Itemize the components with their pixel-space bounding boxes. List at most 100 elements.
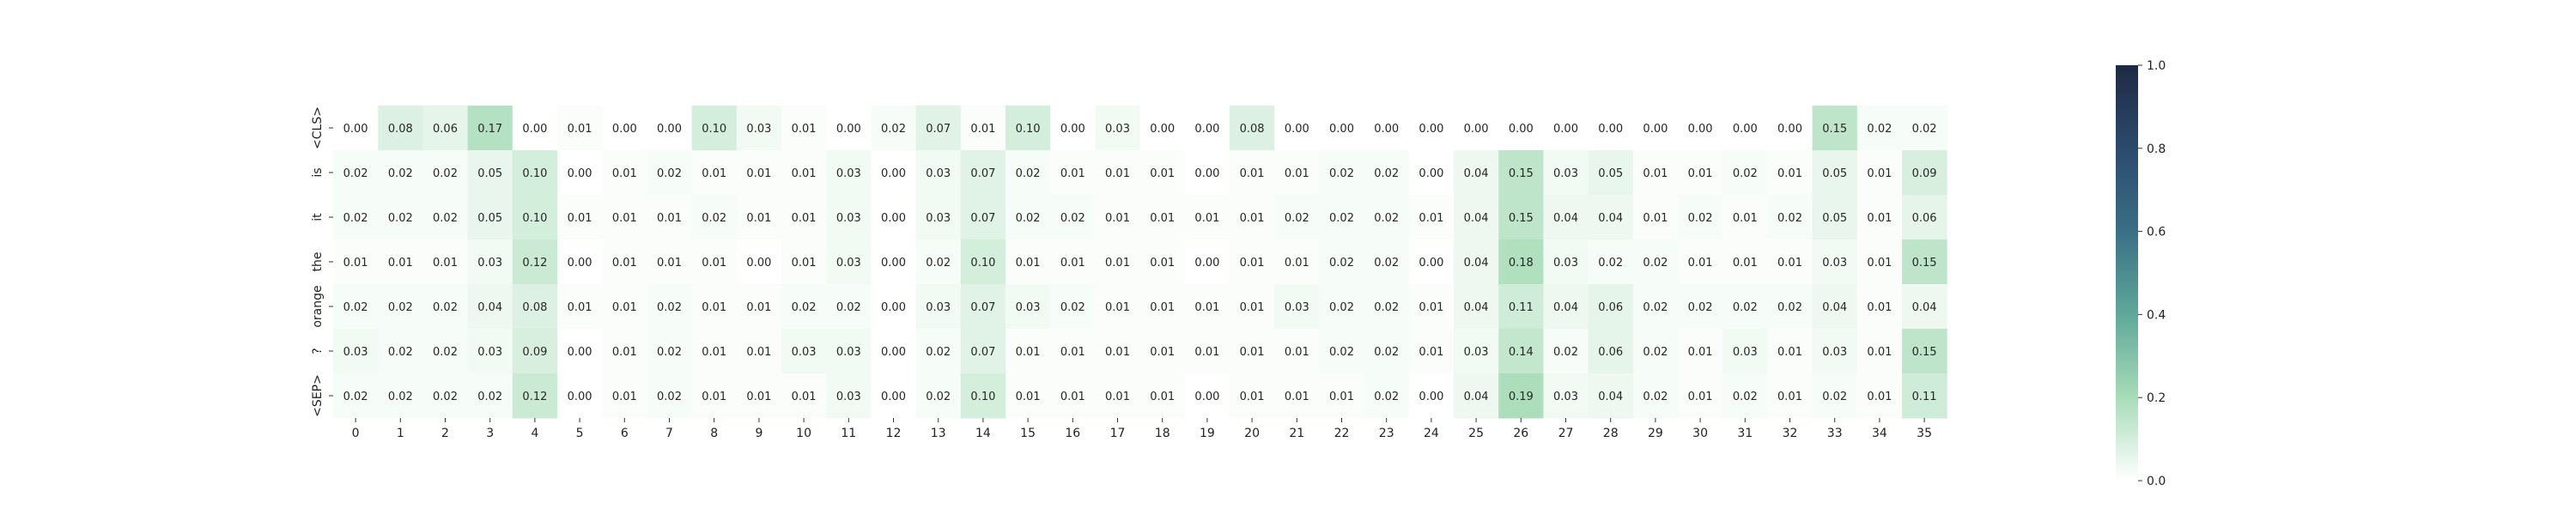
cell-value-label: 0.09 (1912, 167, 1937, 180)
heatmap-cell (602, 373, 647, 419)
cell-value-label: 0.15 (1509, 167, 1534, 180)
cell-value-label: 0.00 (836, 123, 861, 136)
heatmap-cell (691, 150, 738, 196)
heatmap-cell (960, 106, 1006, 151)
heatmap-cell (781, 195, 827, 240)
cell-value-label: 0.02 (1374, 301, 1399, 314)
cell-value-label: 0.02 (1374, 346, 1399, 359)
y-axis: <CLS> is it the orange? <SEP> (311, 106, 333, 417)
cell-value-label: 0.01 (1240, 212, 1265, 225)
cell-value-label: 0.07 (970, 346, 995, 359)
cell-value-label: 0.01 (702, 346, 726, 359)
heatmap-cell (1632, 106, 1679, 151)
cell-value-label: 0.15 (1822, 123, 1847, 136)
cell-value-label: 0.02 (1060, 212, 1085, 225)
cell-value-label: 0.01 (702, 301, 726, 314)
x-tick-label: 3 (486, 427, 494, 440)
heatmap-cell (1588, 373, 1634, 419)
heatmap-cell (602, 329, 647, 374)
heatmap-cell (467, 195, 513, 240)
cell-value-label: 0.03 (477, 257, 502, 270)
heatmap-cell (871, 373, 917, 419)
heatmap-cell (333, 373, 379, 419)
cell-value-label: 0.02 (1016, 167, 1041, 180)
cell-value-label: 0.00 (1643, 123, 1668, 136)
cell-value-label: 0.01 (792, 212, 817, 225)
cell-value-label: 0.01 (1105, 212, 1130, 225)
heatmap-cell (1454, 106, 1499, 151)
cell-value-label: 0.01 (746, 167, 771, 180)
heatmap-cell (422, 239, 469, 285)
heatmap-cell (1812, 284, 1858, 330)
cell-value-label: 0.01 (612, 346, 637, 359)
heatmap-cell (1498, 150, 1544, 196)
cell-value-label: 0.01 (612, 391, 637, 403)
cell-value-label: 0.02 (1598, 257, 1623, 270)
cell-value-label: 0.02 (1374, 212, 1399, 225)
heatmap-cell (1095, 373, 1141, 419)
cell-value-label: 0.01 (1688, 167, 1713, 180)
heatmap-cell (1408, 329, 1455, 374)
heatmap-cell (467, 150, 513, 196)
cell-value-label: 0.01 (1643, 212, 1668, 225)
cell-value-label: 0.04 (1464, 391, 1489, 403)
cell-value-label: 0.08 (1240, 123, 1265, 136)
heatmap-cell (602, 195, 647, 240)
cell-value-label: 0.01 (1329, 391, 1354, 403)
heatmap-cell (960, 329, 1006, 374)
cell-value-label: 0.01 (1105, 167, 1130, 180)
heatmap-cell (1230, 284, 1275, 330)
heatmap-cell (1095, 150, 1141, 196)
heatmap-cell (1319, 150, 1365, 196)
heatmap-cell (736, 239, 782, 285)
heatmap-cell (1856, 150, 1903, 196)
heatmap-cell (378, 195, 423, 240)
cell-value-label: 0.10 (522, 212, 547, 225)
cell-value-label: 0.00 (1464, 123, 1489, 136)
heatmap-cell (1498, 106, 1544, 151)
heatmap-cell (1767, 329, 1814, 374)
cell-value-label: 0.01 (1240, 391, 1265, 403)
heatmap-cell (1005, 106, 1051, 151)
heatmap-cell (1050, 239, 1096, 285)
heatmap-cell (1184, 373, 1230, 419)
cell-value-label: 0.01 (612, 257, 637, 270)
cell-value-label: 0.03 (477, 346, 502, 359)
cell-value-label: 0.00 (1419, 257, 1443, 270)
heatmap-cell (1902, 284, 1947, 330)
cell-value-label: 0.02 (1822, 391, 1847, 403)
cell-value-label: 0.02 (433, 391, 458, 403)
x-tick-label: 9 (755, 427, 762, 440)
heatmap-cell (781, 329, 827, 374)
heatmap-cell (1678, 284, 1723, 330)
heatmap-cell (1588, 239, 1634, 285)
cell-value-label: 0.02 (1329, 301, 1354, 314)
heatmap-cell (915, 373, 962, 419)
heatmap-cell (1812, 329, 1858, 374)
heatmap-cell (1767, 106, 1814, 151)
heatmap-cell (1274, 106, 1320, 151)
heatmap-cell (1139, 373, 1186, 419)
heatmap-cell (1230, 239, 1275, 285)
cell-value-label: 0.01 (1733, 257, 1758, 270)
cell-value-label: 0.01 (1016, 346, 1041, 359)
heatmap-cell (1274, 195, 1320, 240)
heatmap-cell (333, 284, 379, 330)
x-tick-label: 6 (621, 427, 629, 440)
cell-value-label: 0.03 (1822, 257, 1847, 270)
heatmap-cell (1095, 239, 1141, 285)
x-tick-label: 5 (576, 427, 584, 440)
x-tick-label: 1 (397, 427, 404, 440)
cell-value-label: 0.00 (343, 123, 368, 136)
cell-value-label: 0.07 (970, 212, 995, 225)
heatmap-cell (1722, 195, 1768, 240)
cell-value-label: 0.02 (1329, 257, 1354, 270)
cell-value-label: 0.01 (1733, 212, 1758, 225)
cell-value-label: 0.01 (1150, 391, 1175, 403)
colorbar: 0.0 0.2 0.4 0.6 0.8 1.0 (2116, 59, 2166, 488)
heatmap-cell (1364, 284, 1410, 330)
heatmap-cell (1319, 239, 1365, 285)
cell-value-label: 0.05 (1598, 167, 1623, 180)
cell-value-label: 0.03 (343, 346, 368, 359)
cell-value-label: 0.06 (1598, 346, 1623, 359)
